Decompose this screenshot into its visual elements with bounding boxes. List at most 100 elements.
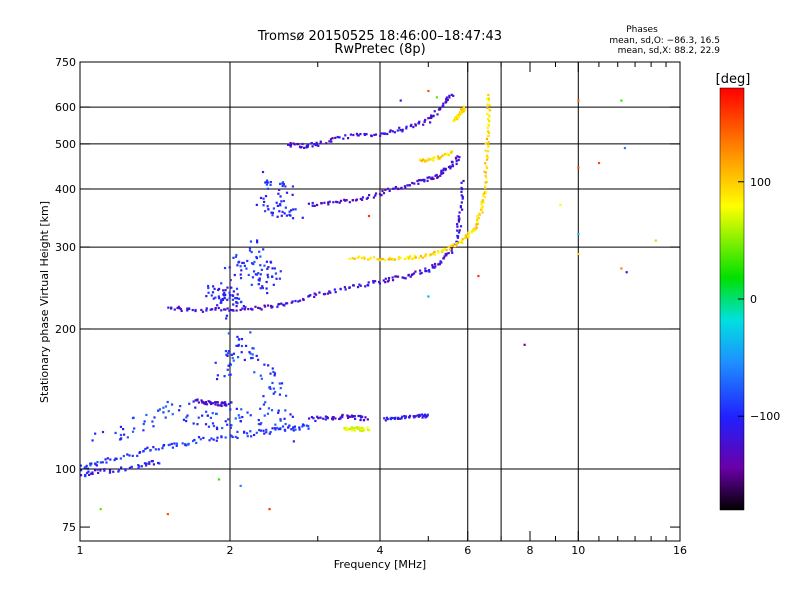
data-point bbox=[289, 214, 292, 217]
data-point bbox=[429, 253, 432, 256]
data-point bbox=[282, 199, 286, 203]
stats-heading: Phases bbox=[626, 25, 658, 35]
data-point bbox=[265, 280, 268, 284]
data-point bbox=[397, 416, 400, 419]
data-point bbox=[250, 308, 254, 311]
data-point bbox=[224, 289, 227, 292]
data-point bbox=[487, 118, 490, 121]
data-point bbox=[173, 442, 176, 445]
data-point bbox=[241, 415, 244, 419]
data-point bbox=[408, 184, 411, 187]
data-point bbox=[223, 375, 226, 378]
data-point bbox=[388, 189, 391, 193]
data-point bbox=[391, 276, 394, 279]
data-point bbox=[265, 180, 268, 184]
data-point bbox=[263, 414, 266, 417]
data-point bbox=[247, 308, 250, 311]
data-point bbox=[243, 358, 246, 362]
data-point bbox=[251, 276, 255, 279]
data-point bbox=[359, 426, 363, 430]
data-point bbox=[431, 176, 434, 179]
data-point bbox=[144, 447, 147, 451]
data-point bbox=[404, 277, 407, 280]
data-point bbox=[191, 308, 194, 312]
data-point bbox=[324, 418, 327, 421]
data-point bbox=[377, 258, 380, 261]
data-point bbox=[386, 187, 390, 190]
data-point bbox=[372, 280, 375, 283]
data-point bbox=[461, 195, 464, 198]
data-point bbox=[429, 177, 432, 180]
data-point bbox=[350, 414, 354, 417]
data-point bbox=[291, 217, 295, 220]
data-point bbox=[444, 167, 447, 170]
data-point bbox=[442, 249, 445, 252]
data-point bbox=[188, 402, 191, 405]
data-point bbox=[433, 250, 436, 254]
data-point bbox=[274, 423, 277, 426]
data-point bbox=[241, 261, 244, 265]
data-point bbox=[352, 427, 355, 430]
data-point bbox=[381, 189, 384, 193]
data-point bbox=[309, 294, 312, 297]
data-point bbox=[279, 204, 282, 207]
data-point bbox=[389, 129, 392, 132]
x-tick-label: 4 bbox=[377, 544, 384, 557]
data-point bbox=[382, 279, 385, 282]
data-point bbox=[387, 258, 390, 261]
data-point bbox=[272, 207, 276, 210]
data-point bbox=[437, 263, 440, 266]
data-point bbox=[334, 417, 337, 420]
data-point bbox=[224, 420, 227, 423]
colorbar-ticks: −100 0 100 bbox=[738, 176, 780, 423]
data-point bbox=[355, 198, 359, 201]
data-point bbox=[120, 466, 123, 469]
data-point bbox=[268, 386, 272, 389]
data-point bbox=[246, 259, 249, 263]
data-point bbox=[260, 421, 263, 425]
data-point bbox=[423, 178, 426, 182]
data-point bbox=[432, 114, 435, 117]
data-point bbox=[403, 276, 406, 280]
data-point bbox=[274, 428, 277, 431]
data-point bbox=[406, 255, 410, 258]
data-point bbox=[420, 159, 423, 163]
data-point bbox=[413, 254, 417, 257]
data-point bbox=[266, 276, 270, 279]
data-point bbox=[439, 260, 442, 263]
data-point bbox=[362, 418, 366, 422]
data-point bbox=[319, 416, 322, 419]
data-point bbox=[259, 264, 262, 267]
data-point bbox=[445, 100, 448, 103]
data-point bbox=[410, 123, 413, 127]
data-point bbox=[480, 203, 483, 206]
data-point bbox=[239, 277, 243, 280]
data-point bbox=[227, 364, 230, 367]
data-point bbox=[89, 472, 93, 475]
data-point bbox=[286, 143, 290, 146]
data-point bbox=[293, 425, 297, 428]
data-point bbox=[378, 280, 381, 284]
data-point bbox=[202, 436, 205, 440]
data-point bbox=[348, 201, 351, 204]
data-point bbox=[223, 403, 227, 406]
data-point bbox=[438, 157, 441, 160]
data-point bbox=[460, 194, 463, 197]
data-point bbox=[133, 427, 136, 430]
data-point bbox=[288, 210, 291, 213]
data-point bbox=[229, 426, 232, 429]
data-point bbox=[225, 314, 229, 317]
data-point bbox=[214, 306, 217, 310]
data-point bbox=[451, 163, 454, 166]
data-point bbox=[314, 419, 317, 423]
data-point bbox=[207, 291, 210, 294]
data-point bbox=[226, 423, 229, 426]
y-tick-label: 200 bbox=[55, 323, 76, 336]
data-point bbox=[263, 200, 266, 204]
data-point bbox=[449, 165, 452, 168]
data-point bbox=[236, 436, 239, 440]
data-point bbox=[485, 137, 489, 140]
data-point bbox=[225, 353, 228, 356]
data-point bbox=[271, 381, 274, 385]
data-point bbox=[277, 411, 280, 414]
